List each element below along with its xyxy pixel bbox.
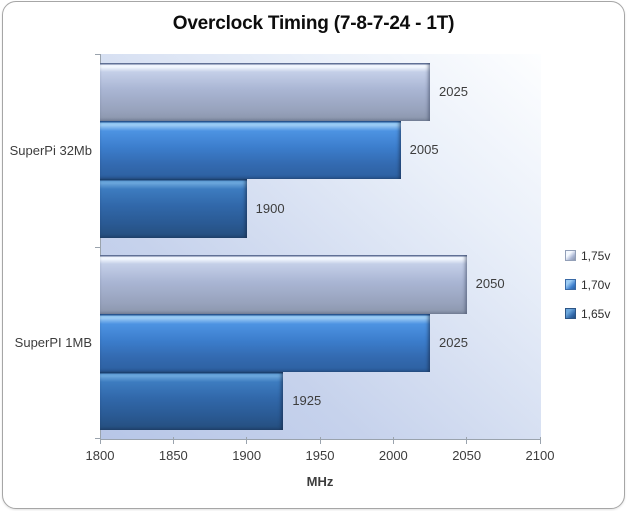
- y-tick-mark: [95, 54, 100, 55]
- legend-item: 1,65v: [565, 299, 610, 328]
- y-tick-mark: [95, 246, 100, 248]
- value-label: 2005: [409, 142, 439, 158]
- legend-swatch-icon: [565, 279, 576, 290]
- legend-item: 1,75v: [565, 241, 610, 270]
- value-label: 1900: [255, 200, 285, 216]
- bar: [100, 313, 430, 372]
- value-label: 1925: [292, 393, 322, 409]
- bar: [100, 371, 284, 431]
- legend-swatch-icon: [565, 308, 576, 319]
- x-tick-mark: [172, 437, 174, 444]
- x-tick-mark: [466, 437, 468, 444]
- x-tick-mark: [392, 437, 394, 444]
- x-tick-label: 1950: [305, 448, 335, 463]
- x-tick-label: 2050: [452, 448, 482, 463]
- bar: [100, 62, 430, 122]
- x-tick-label: 1800: [85, 448, 115, 463]
- bar: [100, 179, 247, 238]
- x-tick-mark: [99, 437, 101, 444]
- legend-item: 1,70v: [565, 270, 610, 299]
- value-label: 2025: [439, 334, 468, 350]
- x-tick-label: 1850: [158, 448, 188, 463]
- bar: [100, 121, 401, 180]
- value-label: 2025: [439, 83, 468, 99]
- x-tick-label: 2000: [378, 448, 408, 463]
- bar: [100, 255, 467, 314]
- chart-layer: SuperPi 32Mb 2025 2005 1900 SuperPI 1MB 2050 2…: [3, 2, 624, 508]
- legend-label: 1,70v: [581, 277, 611, 292]
- x-tick-mark: [319, 437, 321, 444]
- category-label: SuperPI 1MB: [14, 335, 92, 351]
- x-tick-label: 1900: [232, 448, 262, 463]
- x-axis-title: MHz: [306, 474, 334, 489]
- x-tick-label: 2100: [525, 448, 555, 463]
- legend-swatch-icon: [565, 250, 576, 261]
- y-tick-mark: [95, 438, 100, 439]
- value-label: 2050: [475, 276, 505, 292]
- category-label: SuperPi 32Mb: [9, 142, 92, 158]
- chart-title: Overclock Timing (7-8-7-24 - 1T): [172, 13, 455, 34]
- x-tick-mark: [539, 437, 541, 444]
- legend: 1,75v 1,70v 1,65v: [565, 241, 610, 328]
- legend-label: 1,75v: [581, 248, 611, 263]
- x-tick-mark: [246, 437, 248, 444]
- legend-label: 1,65v: [581, 306, 611, 321]
